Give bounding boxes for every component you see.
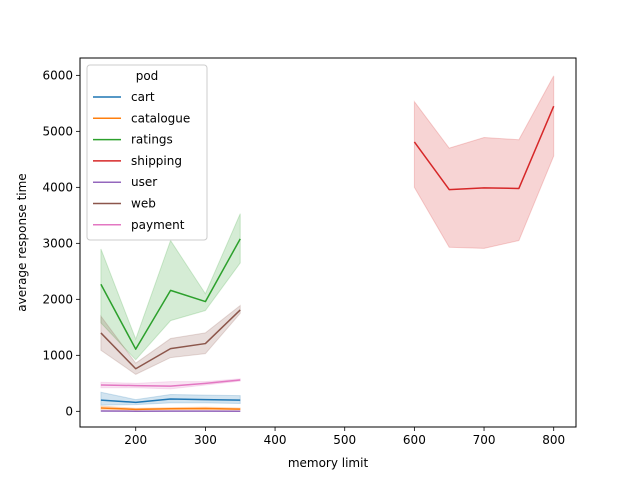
series-lines — [100, 105, 555, 412]
band-web — [100, 304, 241, 375]
x-tick-label: 800 — [542, 433, 565, 447]
legend-label-payment: payment — [131, 218, 185, 232]
x-tick-label: 600 — [403, 433, 426, 447]
plot-area-frame — [79, 57, 577, 428]
y-tick-label: 6000 — [42, 68, 73, 82]
x-tick-label: 400 — [264, 433, 287, 447]
confidence-bands — [100, 75, 555, 412]
legend-label-web: web — [131, 197, 156, 211]
x-tick-label: 200 — [124, 433, 147, 447]
y-tick-label: 4000 — [42, 180, 73, 194]
legend-label-user: user — [131, 175, 157, 189]
y-tick-label: 3000 — [42, 236, 73, 250]
x-tick-label: 300 — [194, 433, 217, 447]
band-ratings — [100, 213, 241, 361]
x-tick-label: 700 — [473, 433, 496, 447]
band-payment — [100, 378, 241, 390]
y-tick-label: 0 — [65, 404, 73, 418]
legend-label-shipping: shipping — [131, 154, 182, 168]
x-tick-label: 500 — [333, 433, 356, 447]
legend-items: cart catalogue ratings shipping user web payme… — [93, 90, 190, 232]
x-axis-ticks: 200 300 400 500 600 700 800 — [124, 427, 565, 447]
y-tick-label: 5000 — [42, 124, 73, 138]
line-payment — [100, 379, 241, 387]
y-axis-ticks: 0 1000 2000 3000 4000 5000 6000 — [42, 68, 80, 418]
legend-label-ratings: ratings — [131, 133, 173, 147]
line-web — [100, 309, 241, 370]
line-cart — [100, 398, 241, 404]
line-ratings — [100, 238, 241, 350]
x-axis-label: memory limit — [288, 456, 369, 470]
legend-label-catalogue: catalogue — [131, 111, 190, 125]
line-catalogue — [100, 407, 241, 411]
legend-box — [86, 64, 208, 241]
y-tick-label: 2000 — [42, 292, 73, 306]
legend: pod cart catalogue ratings shipping user web p… — [86, 64, 208, 241]
legend-label-cart: cart — [131, 90, 155, 104]
legend-title: pod — [136, 69, 159, 83]
y-tick-label: 1000 — [42, 348, 73, 362]
line-shipping — [413, 105, 555, 191]
y-axis-label: average response time — [15, 173, 29, 311]
band-shipping — [413, 75, 555, 249]
